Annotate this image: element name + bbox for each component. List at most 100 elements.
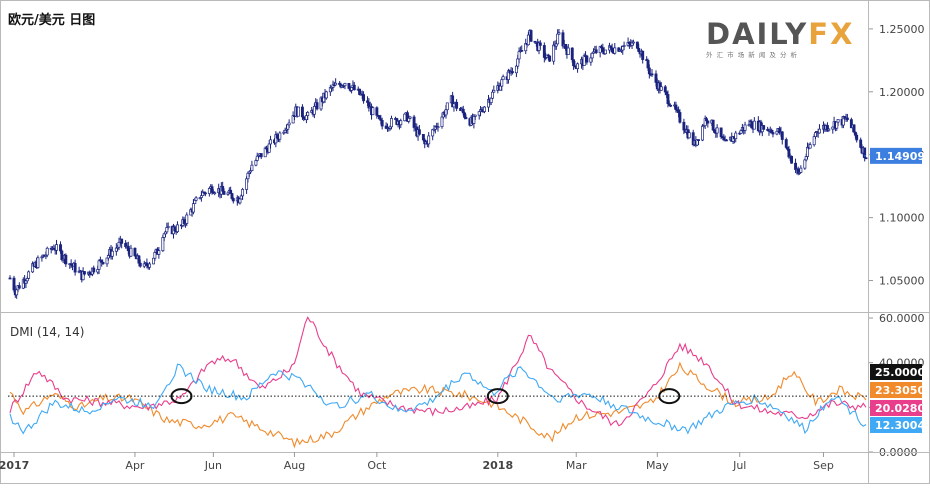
candle-body <box>191 203 195 213</box>
candle-body <box>682 121 686 131</box>
candle-body <box>230 193 234 199</box>
candle-body <box>646 60 650 69</box>
candle-body <box>203 192 207 195</box>
candle-body <box>350 87 354 91</box>
candle-body <box>787 148 791 158</box>
candle-body <box>827 128 831 131</box>
candle-body <box>375 107 379 116</box>
dmi-series-line <box>9 316 867 427</box>
candle-body <box>548 55 552 62</box>
candle-body <box>97 260 101 270</box>
candle-body <box>500 79 504 87</box>
candle-body <box>275 134 279 139</box>
price-panel: 1.050001.100001.150001.200001.250001.149… <box>8 23 925 299</box>
candlestick-series <box>8 28 868 299</box>
candle-body <box>461 108 465 114</box>
candle-body <box>743 124 747 131</box>
candle-body <box>701 125 704 141</box>
candle-body <box>674 104 678 111</box>
candle-body <box>445 102 449 111</box>
candle-body <box>622 45 626 47</box>
candle-body <box>864 157 868 160</box>
crossover-circle <box>658 388 681 405</box>
candle-body <box>403 113 407 122</box>
chart-title: 欧元/美元 日图 <box>8 12 95 28</box>
candle-body <box>752 120 756 130</box>
candle-body <box>517 51 521 60</box>
candle-body <box>852 124 856 133</box>
candle-body <box>312 105 316 115</box>
dmi-value-label: 25.0000 <box>875 366 925 379</box>
candle-body <box>55 244 58 251</box>
candle-body <box>110 250 114 257</box>
candle-body <box>173 226 177 232</box>
time-tick-label: Oct <box>367 459 387 472</box>
candle-body <box>637 47 641 52</box>
candle-body <box>570 47 574 61</box>
candle-body <box>472 116 476 124</box>
dmi-value-tag <box>870 364 922 380</box>
price-tick-label: 1.05000 <box>879 275 925 288</box>
candle-body <box>300 106 304 118</box>
dmi-panel: 0.000020.000040.000060.000025.000023.305… <box>8 312 925 459</box>
candle-body <box>582 55 586 66</box>
candle-body <box>259 153 263 158</box>
candle-body <box>853 131 857 136</box>
candle-body <box>45 247 49 256</box>
candle-body <box>604 49 607 55</box>
candle-body <box>436 126 440 129</box>
candle-body <box>473 114 477 117</box>
candle-body <box>165 227 169 233</box>
candle-body <box>804 156 808 161</box>
logo-text: DAILYFX <box>706 17 854 51</box>
candle-body <box>663 86 667 93</box>
candle-body <box>27 271 31 279</box>
candle-body <box>296 106 300 117</box>
candle-body <box>561 32 565 47</box>
time-tick-label: Mar <box>566 459 587 472</box>
last-price-tag <box>870 147 922 164</box>
candle-body <box>148 263 152 268</box>
price-tick-label: 1.10000 <box>879 212 925 225</box>
candle-body <box>542 45 546 58</box>
candle-body <box>210 186 214 193</box>
candle-body <box>463 112 467 118</box>
price-tick-label: 1.20000 <box>879 86 925 99</box>
time-tick-label: Aug <box>284 459 305 472</box>
candle-body <box>750 121 754 129</box>
candle-body <box>713 129 716 133</box>
candle-body <box>818 128 821 134</box>
candle-body <box>324 91 328 99</box>
candle-body <box>529 30 533 42</box>
dailyfx-logo: DAILYFX 外 汇 市 场 新 闻 及 分 析 <box>706 17 854 59</box>
candle-body <box>516 58 520 67</box>
dmi-series-line <box>9 361 867 449</box>
candle-body <box>246 172 250 180</box>
logo-text-fx: FX <box>808 17 854 51</box>
candle-body <box>576 63 580 70</box>
dmi-value-label: 12.3004 <box>875 419 925 432</box>
dmi-tick-label: 60.0000 <box>879 312 925 325</box>
candle-body <box>859 139 863 148</box>
logo-subtitle: 外 汇 市 场 新 闻 及 分 析 <box>706 50 798 59</box>
candle-body <box>207 188 211 194</box>
candle-body <box>650 73 654 76</box>
candle-body <box>185 214 189 224</box>
candle-body <box>835 121 839 129</box>
last-price-label: 1.14909 <box>875 150 925 163</box>
candle-body <box>371 107 375 116</box>
candle-body <box>106 255 110 259</box>
candle-body <box>501 76 505 81</box>
time-tick-label: Sep <box>813 459 834 472</box>
candle-body <box>452 103 456 108</box>
candle-body <box>489 97 493 103</box>
candle-body <box>706 120 710 124</box>
candle-body <box>238 198 242 204</box>
candle-body <box>715 127 719 134</box>
candle-body <box>455 101 459 109</box>
candle-body <box>621 46 625 51</box>
dmi-title: DMI (14, 14) <box>10 325 84 339</box>
candle-body <box>492 89 496 93</box>
candle-body <box>138 262 142 267</box>
